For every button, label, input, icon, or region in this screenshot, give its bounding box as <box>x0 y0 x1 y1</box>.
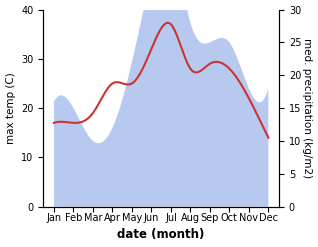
X-axis label: date (month): date (month) <box>117 228 205 242</box>
Y-axis label: max temp (C): max temp (C) <box>5 72 16 144</box>
Y-axis label: med. precipitation (kg/m2): med. precipitation (kg/m2) <box>302 38 313 178</box>
